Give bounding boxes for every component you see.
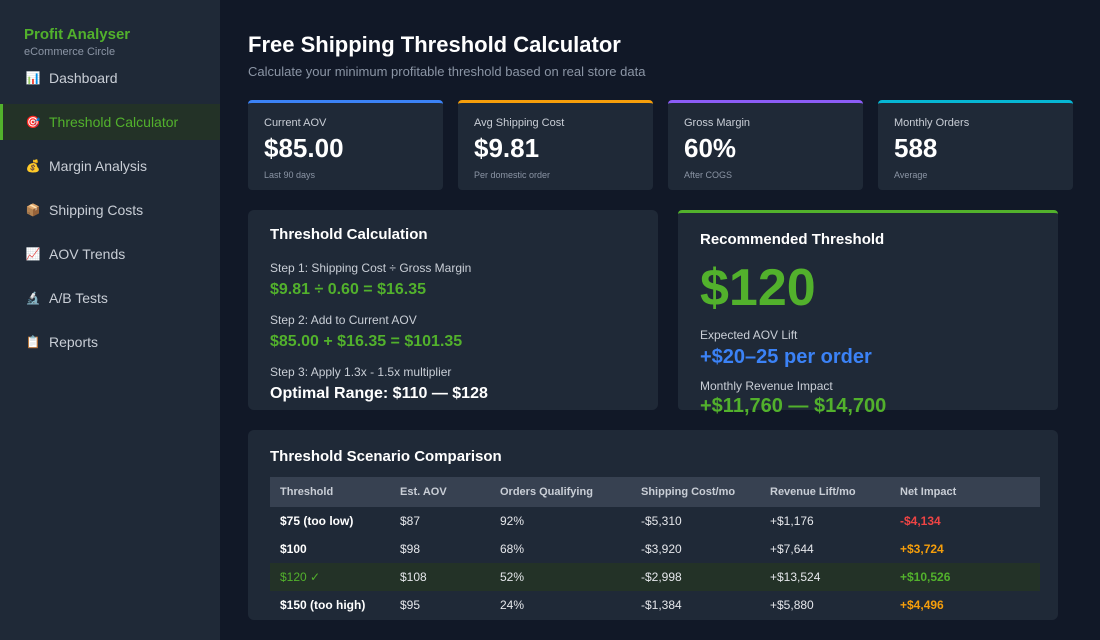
card-title: Recommended Threshold bbox=[700, 231, 885, 248]
step-2-label: Step 2: Add to Current AOV bbox=[270, 313, 417, 327]
stat-label: Avg Shipping Cost bbox=[474, 117, 565, 129]
sidebar-item-label: Reports bbox=[49, 334, 99, 350]
stat-label: Gross Margin bbox=[684, 117, 751, 129]
cell-shipping-cost: -$1,384 bbox=[641, 598, 682, 612]
recommended-threshold-value: $120 bbox=[700, 259, 816, 317]
trend-up-icon: 📈 bbox=[25, 247, 41, 261]
table-row: $75 (too low) $87 92% -$5,310 +$1,176 -$… bbox=[270, 507, 1040, 535]
recommended-threshold-card: Recommended Threshold $120 Expected AOV … bbox=[678, 210, 1058, 417]
card-title: Threshold Scenario Comparison bbox=[270, 448, 502, 465]
column-header-shipping-cost: Shipping Cost/mo bbox=[631, 477, 760, 507]
cell-shipping-cost: -$3,920 bbox=[641, 542, 682, 556]
target-icon: 🎯 bbox=[25, 115, 41, 129]
cell-orders-qualifying: 68% bbox=[500, 542, 525, 556]
sidebar-item-reports[interactable]: 📋 Reports bbox=[0, 324, 220, 360]
table-row-recommended: $120 ✓ $108 52% -$2,998 +$13,524 +$10,52… bbox=[270, 563, 1040, 591]
cell-threshold: $100 bbox=[280, 542, 307, 556]
card-title: Threshold Calculation bbox=[270, 226, 428, 243]
step-2-value: $85.00 + $16.35 = $101.35 bbox=[270, 333, 463, 350]
cell-est-aov: $98 bbox=[400, 542, 421, 556]
bar-chart-icon: 📊 bbox=[25, 71, 41, 85]
cell-revenue-lift: +$5,880 bbox=[770, 598, 814, 612]
cell-net-impact: -$4,134 bbox=[900, 514, 941, 528]
column-header-threshold: Threshold bbox=[270, 477, 390, 507]
sidebar: Profit Analyser eCommerce Circle 📊 Dashb… bbox=[0, 0, 220, 640]
brand: Profit Analyser eCommerce Circle bbox=[24, 26, 130, 58]
sidebar-item-label: Threshold Calculator bbox=[49, 114, 179, 130]
clipboard-icon: 📋 bbox=[25, 335, 41, 349]
sidebar-item-ab-tests[interactable]: 🔬 A/B Tests bbox=[0, 280, 220, 316]
money-bag-icon: 💰 bbox=[25, 159, 41, 173]
stat-card-avg-shipping-cost: Avg Shipping Cost $9.81 Per domestic ord… bbox=[458, 100, 653, 190]
cell-net-impact: +$4,496 bbox=[900, 598, 944, 612]
cell-est-aov: $95 bbox=[400, 598, 421, 612]
stat-value: 588 bbox=[894, 133, 938, 163]
stat-card-current-aov: Current AOV $85.00 Last 90 days bbox=[248, 100, 443, 190]
table-row: $150 (too high) $95 24% -$1,384 +$5,880 … bbox=[270, 591, 1040, 619]
cell-threshold: $75 (too low) bbox=[280, 514, 354, 528]
threshold-calculation-card: Threshold Calculation Step 1: Shipping C… bbox=[248, 210, 658, 410]
sidebar-item-dashboard[interactable]: 📊 Dashboard bbox=[0, 60, 220, 96]
scenario-comparison-card: Threshold Scenario Comparison Threshold … bbox=[248, 430, 1058, 620]
sidebar-item-label: Dashboard bbox=[49, 70, 118, 86]
stat-card-gross-margin: Gross Margin 60% After COGS bbox=[668, 100, 863, 190]
brand-title: Profit Analyser bbox=[24, 26, 131, 43]
revenue-impact-label: Monthly Revenue Impact bbox=[700, 379, 833, 393]
stat-value: $85.00 bbox=[264, 133, 344, 163]
sidebar-item-aov-trends[interactable]: 📈 AOV Trends bbox=[0, 236, 220, 272]
column-header-net-impact: Net Impact bbox=[890, 477, 1040, 507]
cell-orders-qualifying: 92% bbox=[500, 514, 525, 528]
cell-est-aov: $87 bbox=[400, 514, 421, 528]
stat-card-monthly-orders: Monthly Orders 588 Average bbox=[878, 100, 1073, 190]
stat-note: After COGS bbox=[684, 170, 733, 180]
sidebar-item-margin-analysis[interactable]: 💰 Margin Analysis bbox=[0, 148, 220, 184]
stat-label: Monthly Orders bbox=[894, 117, 970, 129]
sidebar-nav: 📊 Dashboard 🎯 Threshold Calculator 💰 Mar… bbox=[0, 60, 220, 368]
table-row: $100 $98 68% -$3,920 +$7,644 +$3,724 bbox=[270, 535, 1040, 563]
cell-orders-qualifying: 52% bbox=[490, 563, 631, 591]
package-icon: 📦 bbox=[25, 203, 41, 217]
stat-value: 60% bbox=[684, 133, 737, 163]
stat-note: Last 90 days bbox=[264, 170, 316, 180]
scenario-table: Threshold Est. AOV Orders Qualifying Shi… bbox=[270, 477, 1040, 619]
cell-shipping-cost: -$5,310 bbox=[641, 514, 682, 528]
cell-revenue-lift: +$1,176 bbox=[770, 514, 814, 528]
aov-lift-value: +$20–25 per order bbox=[700, 346, 872, 368]
cell-threshold: $120 ✓ bbox=[270, 563, 390, 591]
sidebar-item-label: AOV Trends bbox=[49, 246, 126, 262]
cell-revenue-lift: +$7,644 bbox=[770, 542, 814, 556]
table-header-row: Threshold Est. AOV Orders Qualifying Shi… bbox=[270, 477, 1040, 507]
page-subtitle: Calculate your minimum profitable thresh… bbox=[248, 64, 646, 79]
step-3-label: Step 3: Apply 1.3x - 1.5x multiplier bbox=[270, 365, 452, 379]
column-header-est-aov: Est. AOV bbox=[390, 477, 490, 507]
cell-shipping-cost: -$2,998 bbox=[631, 563, 760, 591]
aov-lift-label: Expected AOV Lift bbox=[700, 328, 798, 342]
cell-threshold: $150 (too high) bbox=[280, 598, 366, 612]
sidebar-item-label: Shipping Costs bbox=[49, 202, 144, 218]
sidebar-item-label: Margin Analysis bbox=[49, 158, 148, 174]
step-1-label: Step 1: Shipping Cost ÷ Gross Margin bbox=[270, 261, 472, 275]
cell-net-impact: +$10,526 bbox=[890, 563, 1040, 591]
stat-label: Current AOV bbox=[264, 117, 327, 129]
revenue-impact-value: +$11,760 — $14,700 bbox=[700, 395, 887, 417]
cell-est-aov: $108 bbox=[390, 563, 490, 591]
sidebar-item-label: A/B Tests bbox=[49, 290, 108, 306]
stat-note: Average bbox=[894, 170, 928, 180]
page-title: Free Shipping Threshold Calculator bbox=[248, 32, 621, 57]
stat-note: Per domestic order bbox=[474, 170, 551, 180]
column-header-revenue-lift: Revenue Lift/mo bbox=[760, 477, 890, 507]
brand-subtitle: eCommerce Circle bbox=[24, 46, 116, 58]
step-3-value: Optimal Range: $110 — $128 bbox=[270, 385, 488, 402]
sidebar-item-threshold-calculator[interactable]: 🎯 Threshold Calculator bbox=[0, 104, 220, 140]
step-1-value: $9.81 ÷ 0.60 = $16.35 bbox=[270, 281, 427, 298]
cell-revenue-lift: +$13,524 bbox=[760, 563, 890, 591]
stat-value: $9.81 bbox=[474, 133, 540, 163]
cell-orders-qualifying: 24% bbox=[500, 598, 525, 612]
microscope-icon: 🔬 bbox=[25, 291, 41, 305]
column-header-orders-qualifying: Orders Qualifying bbox=[490, 477, 631, 507]
cell-net-impact: +$3,724 bbox=[900, 542, 944, 556]
sidebar-item-shipping-costs[interactable]: 📦 Shipping Costs bbox=[0, 192, 220, 228]
